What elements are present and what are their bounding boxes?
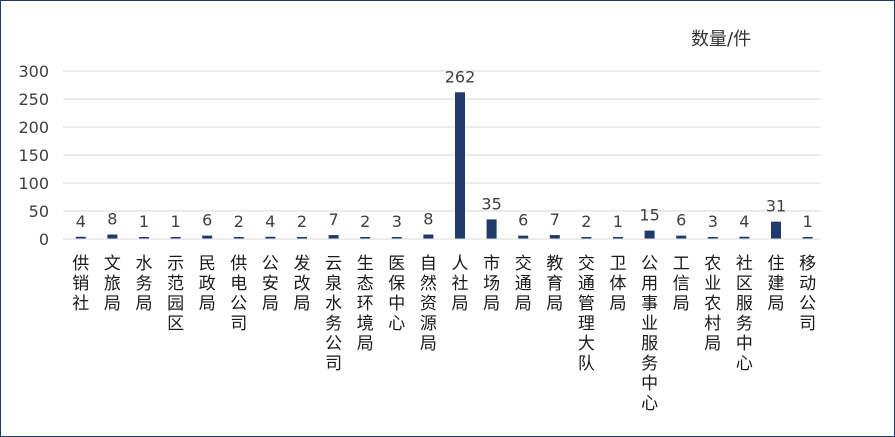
bar — [802, 237, 813, 239]
x-tick-label: 人社局 — [452, 254, 469, 314]
data-label: 3 — [392, 212, 402, 231]
bar — [391, 237, 402, 239]
x-tick-label: 生态环境局 — [357, 254, 374, 354]
data-label: 7 — [550, 210, 560, 229]
bars — [75, 92, 813, 239]
bar — [423, 234, 434, 239]
y-axis-ticks: 0 50 100 150 200 250 300 — [18, 62, 49, 249]
data-label: 4 — [739, 212, 749, 231]
bar — [771, 221, 781, 239]
y-tick-label: 50 — [29, 202, 49, 221]
x-tick-label: 交通管理大队 — [578, 254, 595, 374]
x-tick-label: 水务局 — [136, 254, 153, 314]
bar — [265, 236, 276, 239]
x-tick-label: 供电公司 — [230, 254, 247, 334]
gridlines — [63, 70, 821, 212]
x-tick-label: 民政局 — [199, 254, 216, 314]
bar — [455, 92, 465, 239]
x-tick-label: 公安局 — [262, 254, 279, 314]
bar — [107, 234, 118, 239]
x-tick-label: 工信局 — [673, 254, 690, 314]
y-unit-label: 数量/件 — [691, 29, 752, 50]
x-tick-label: 市场局 — [483, 254, 500, 314]
data-label: 1 — [613, 212, 623, 231]
x-tick-label: 农业农村局 — [704, 254, 721, 354]
bar — [139, 237, 149, 239]
x-tick-label: 云泉水务公司 — [325, 254, 342, 374]
data-label: 6 — [676, 211, 686, 230]
y-tick-label: 200 — [18, 118, 49, 137]
bar — [170, 237, 181, 239]
x-tick-label: 移动公司 — [799, 254, 816, 334]
bar — [328, 235, 339, 239]
data-label: 1 — [139, 212, 149, 231]
x-tick-label: 自然资源局 — [420, 254, 437, 354]
bar — [233, 237, 244, 239]
bar — [707, 237, 718, 239]
data-label: 15 — [639, 206, 659, 225]
bar — [75, 236, 86, 239]
bar — [202, 235, 213, 239]
bar — [360, 237, 371, 239]
data-label: 8 — [107, 210, 117, 229]
x-tick-label: 供销社 — [72, 254, 89, 314]
data-label: 2 — [234, 212, 244, 231]
bar — [644, 230, 655, 239]
data-label: 1 — [803, 212, 813, 231]
data-label: 8 — [423, 210, 433, 229]
data-label: 262 — [445, 67, 476, 86]
x-tick-label: 示范园区 — [167, 254, 184, 334]
data-label: 2 — [297, 212, 307, 231]
x-axis-labels: 供销社文旅局水务局示范园区民政局供电公司公安局发改局云泉水务公司生态环境局医保中… — [72, 254, 816, 414]
data-label: 4 — [265, 212, 275, 231]
bar — [486, 219, 497, 239]
data-label: 3 — [708, 212, 718, 231]
bar — [676, 235, 687, 239]
bar — [297, 237, 307, 239]
data-label: 2 — [360, 212, 370, 231]
data-label: 1 — [171, 212, 181, 231]
data-label: 35 — [481, 194, 501, 213]
x-tick-label: 住建局 — [768, 254, 785, 314]
value-labels: 4 8 1 1 6 2 4 2 7 2 3 8 262 35 6 7 2 1 15 6 3 4 31 1 — [76, 67, 813, 231]
bar — [581, 237, 592, 239]
bar — [613, 237, 623, 239]
x-tick-label: 发改局 — [294, 254, 311, 314]
bar — [549, 235, 560, 239]
x-tick-label: 教育局 — [546, 254, 563, 314]
y-tick-label: 250 — [18, 90, 49, 109]
x-tick-label: 文旅局 — [104, 254, 121, 314]
x-tick-label: 卫体局 — [610, 254, 627, 314]
y-tick-label: 300 — [18, 62, 49, 81]
data-label: 31 — [766, 197, 786, 216]
bar — [518, 235, 529, 239]
bar — [739, 236, 750, 239]
y-tick-label: 0 — [39, 230, 49, 249]
y-tick-label: 100 — [18, 174, 49, 193]
data-label: 2 — [581, 212, 591, 231]
x-tick-label: 医保中心 — [388, 254, 405, 334]
x-tick-label: 交通局 — [515, 254, 532, 314]
data-label: 4 — [76, 212, 86, 231]
data-label: 6 — [202, 211, 212, 230]
data-label: 7 — [329, 210, 339, 229]
data-label: 6 — [518, 211, 528, 230]
x-tick-label: 社区服务中心 — [736, 254, 753, 374]
y-tick-label: 150 — [18, 146, 49, 165]
x-tick-label: 公用事业服务中心 — [641, 254, 658, 414]
